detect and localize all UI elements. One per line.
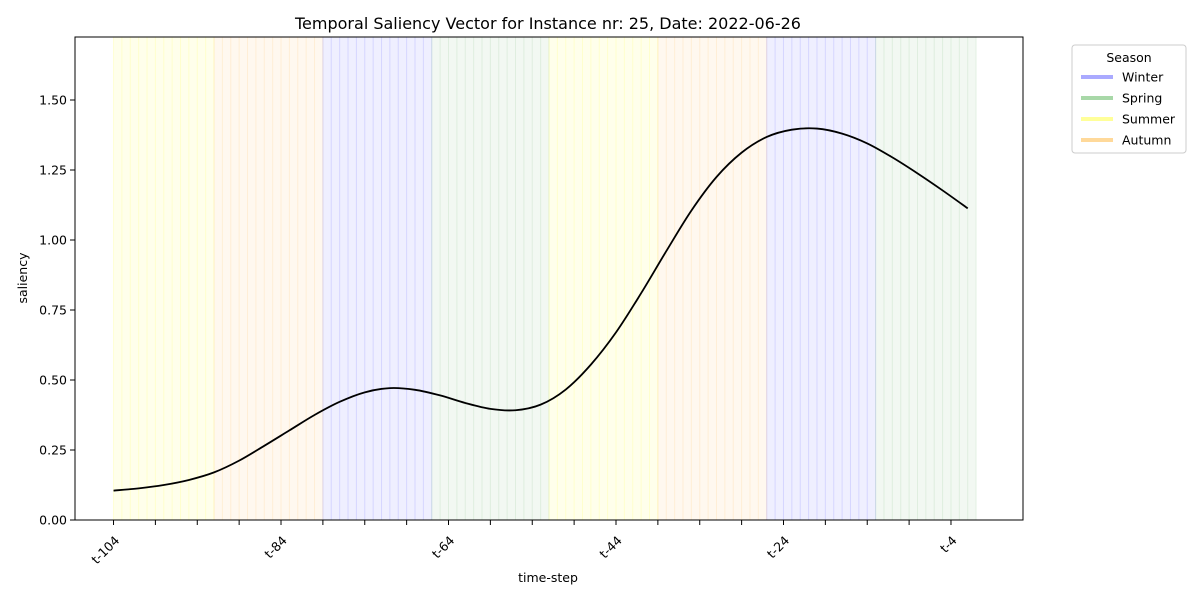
y-tick-label: 0.75 [39,303,67,318]
season-bands [113,37,977,520]
plot-frame [74,36,1024,521]
y-axis-title: saliency [15,252,30,304]
legend-label-autumn: Autumn [1122,133,1171,148]
y-tick-label: 1.00 [39,233,67,248]
y-tick-label: 0.25 [39,443,67,458]
x-tick-label: t-64 [429,533,458,562]
y-tick-label: 1.50 [39,93,67,108]
season-band-summer [113,37,215,520]
plot-area [113,127,969,492]
x-tick-label: t-104 [88,533,122,567]
y-axis: 0.00 0.25 0.50 0.75 1.00 1.25 1.50 [39,93,75,528]
x-axis-title: time-step [518,570,578,585]
legend-label-summer: Summer [1122,112,1176,127]
y-tick-label: 0.50 [39,373,67,388]
x-tick-label: t-4 [937,533,960,556]
legend-frame [1071,44,1187,154]
y-tick-label: 1.25 [39,163,67,178]
saliency-line [113,127,969,492]
season-band-spring [431,37,549,520]
season-band-spring [875,37,977,520]
x-tick-label: t-44 [596,533,625,562]
x-tick-label: t-84 [261,533,290,562]
season-band-autumn [657,37,767,520]
legend-title: Season [1106,50,1151,65]
legend-label-spring: Spring [1122,91,1162,106]
season-band-winter [322,37,432,520]
season-band-autumn [214,37,323,520]
season-band-summer [549,37,658,520]
y-tick-label: 0.00 [39,513,67,528]
season-band-winter [766,37,876,520]
chart-title: Temporal Saliency Vector for Instance nr… [294,14,801,33]
legend: Season Winter Spring Summer Autumn [1071,44,1187,154]
legend-entries: Winter Spring Summer Autumn [1081,70,1176,148]
legend-label-winter: Winter [1122,70,1164,85]
x-axis: t-104 t-84 t-64 t-44 t-24 t-4 [88,520,960,567]
x-tick-label: t-24 [764,533,793,562]
